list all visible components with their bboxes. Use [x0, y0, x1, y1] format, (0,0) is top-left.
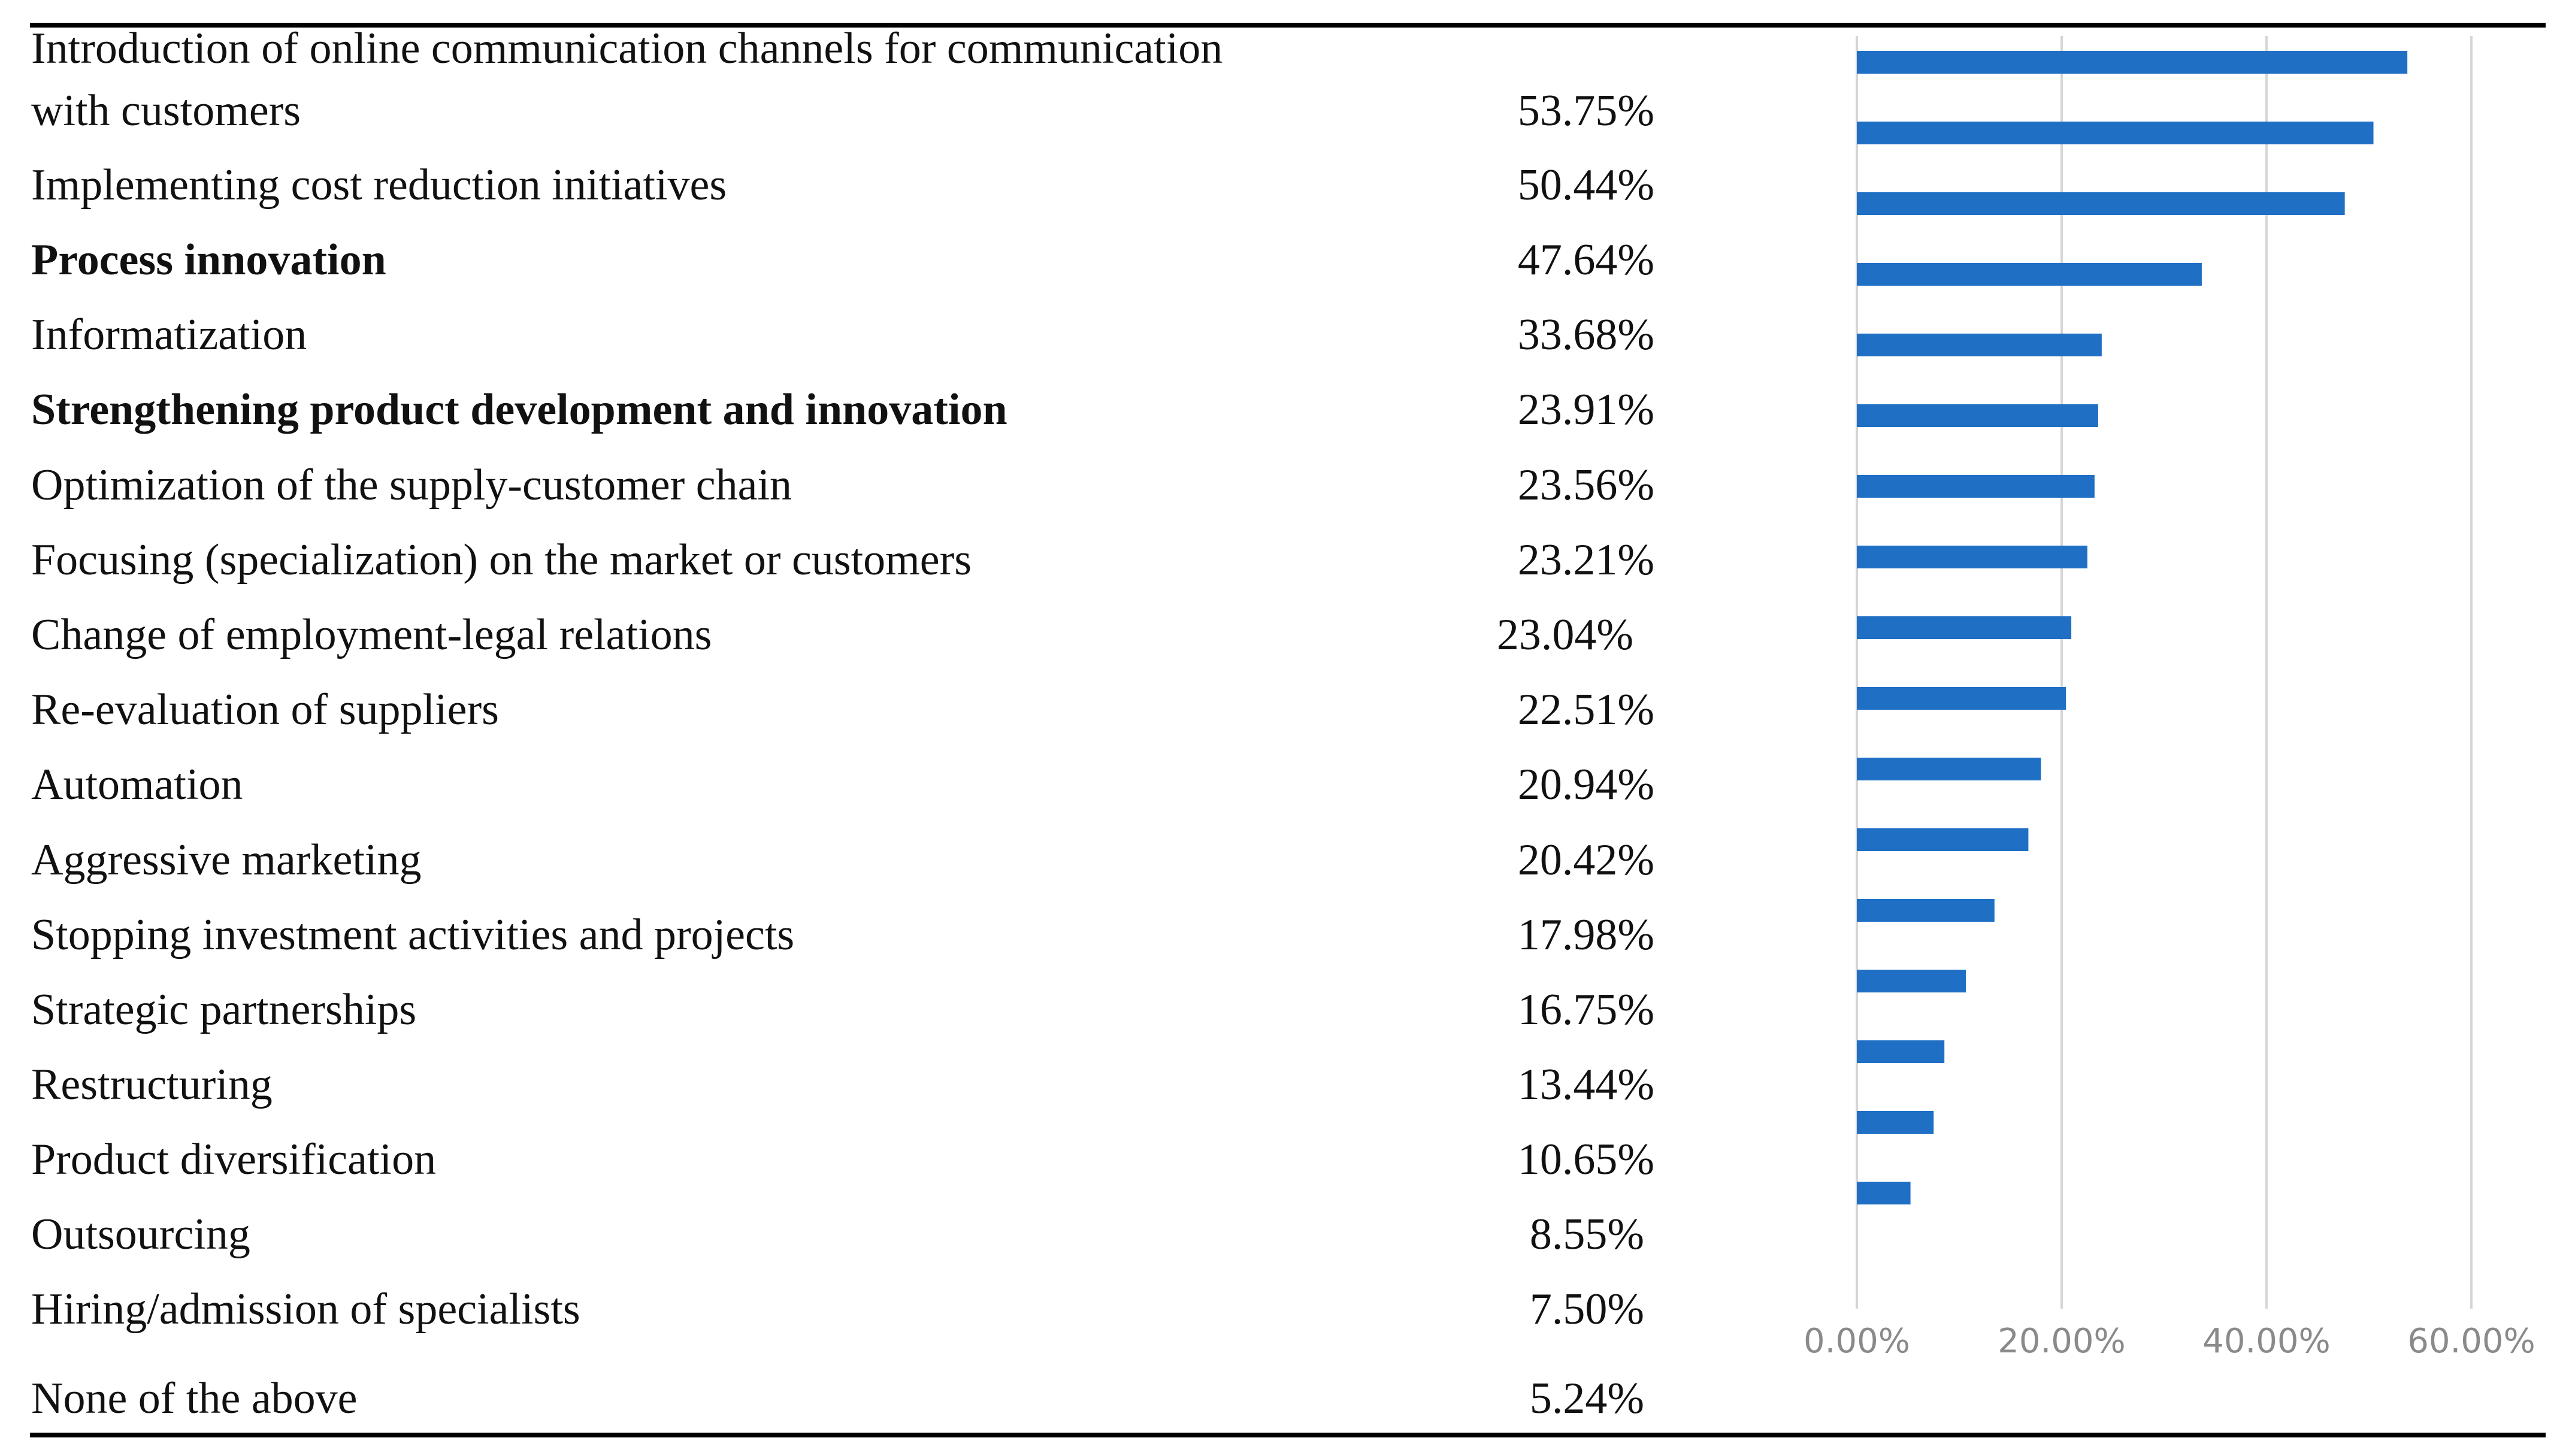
bar [1857, 122, 2374, 144]
category-label: Product diversification [31, 1135, 437, 1184]
percent-label: 50.44% [1517, 161, 1654, 210]
percent-label: 23.56% [1517, 461, 1654, 510]
bar [1857, 404, 2098, 427]
bar [1857, 546, 2087, 568]
percent-label: 10.65% [1517, 1135, 1654, 1184]
bar [1857, 899, 1995, 922]
category-label: None of the above [31, 1374, 358, 1423]
percent-label: 47.64% [1517, 235, 1654, 284]
bottom-rule [30, 1433, 2546, 1437]
category-label: Stopping investment activities and proje… [31, 910, 795, 959]
bar [1857, 1040, 1945, 1063]
category-label: Informatization [31, 310, 307, 359]
category-label: Process innovation [31, 235, 386, 284]
bar [1857, 475, 2095, 498]
bar [1857, 263, 2202, 286]
percent-label: 5.24% [1529, 1374, 1644, 1423]
percent-label: 16.75% [1517, 985, 1654, 1034]
bar [1857, 758, 2041, 780]
percent-label: 23.04% [1496, 610, 1633, 659]
percent-label: 23.21% [1517, 535, 1654, 585]
category-label: Strengthening product development and in… [31, 385, 1007, 434]
percent-label: 33.68% [1517, 310, 1654, 359]
percent-label: 23.91% [1517, 385, 1654, 434]
category-label: with customers [31, 86, 301, 135]
percent-label: 53.75% [1517, 86, 1654, 135]
percent-label: 20.94% [1517, 760, 1654, 809]
category-label: Change of employment-legal relations [31, 610, 712, 659]
category-label: Hiring/admission of specialists [31, 1285, 580, 1334]
percent-label: 13.44% [1517, 1060, 1654, 1109]
percent-label: 8.55% [1529, 1210, 1644, 1259]
bar [1857, 334, 2102, 356]
x-tick-label: 20.00% [1998, 1322, 2126, 1361]
category-label: Introduction of online communication cha… [31, 24, 1223, 73]
bar [1857, 970, 1966, 992]
bar [1857, 192, 2345, 215]
top-rule [30, 23, 2546, 28]
category-label: Optimization of the supply-customer chai… [31, 461, 792, 510]
category-label: Aggressive marketing [31, 836, 422, 885]
bar [1857, 828, 2029, 851]
bar [1857, 616, 2072, 639]
category-label: Outsourcing [31, 1210, 250, 1259]
category-label: Restructuring [31, 1060, 273, 1109]
bar [1857, 687, 2066, 710]
percent-label: 22.51% [1517, 685, 1654, 734]
category-label: Automation [31, 760, 243, 809]
bar [1857, 1182, 1911, 1204]
category-label: Re-evaluation of suppliers [31, 685, 499, 734]
percent-label: 20.42% [1517, 836, 1654, 885]
category-label: Focusing (specialization) on the market … [31, 535, 972, 585]
category-label: Implementing cost reduction initiatives [31, 161, 727, 210]
bar [1857, 51, 2408, 74]
x-tick-label: 40.00% [2202, 1322, 2331, 1361]
x-tick-label: 60.00% [2407, 1322, 2535, 1361]
category-label: Strategic partnerships [31, 985, 417, 1034]
percent-label: 7.50% [1529, 1285, 1644, 1334]
x-tick-label: 0.00% [1804, 1322, 1910, 1361]
percent-label: 17.98% [1517, 910, 1654, 959]
bar [1857, 1111, 1934, 1134]
